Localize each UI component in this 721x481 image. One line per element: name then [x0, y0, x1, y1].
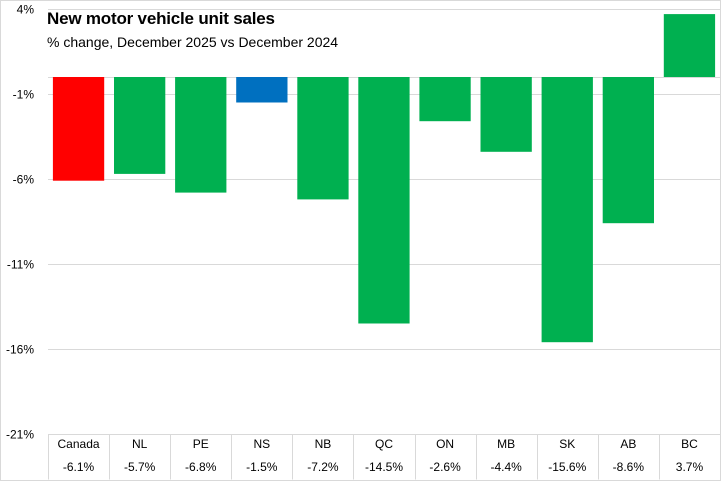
- chart-title: New motor vehicle unit sales: [47, 9, 275, 28]
- x-category-label: BC: [681, 437, 698, 451]
- chart-subtitle: % change, December 2025 vs December 2024: [47, 34, 339, 50]
- data-label: -8.6%: [613, 460, 645, 474]
- bar-nb: [297, 77, 349, 200]
- y-tick-label: -16%: [6, 343, 34, 357]
- bar-pe: [175, 77, 227, 193]
- y-tick-label: -6%: [13, 173, 35, 187]
- bar-nl: [114, 77, 166, 174]
- y-tick-label: 4%: [17, 3, 35, 17]
- data-label: -4.4%: [491, 460, 523, 474]
- bar-on: [419, 77, 471, 122]
- data-label: -14.5%: [365, 460, 403, 474]
- x-category-label: SK: [559, 437, 575, 451]
- data-label: -15.6%: [548, 460, 586, 474]
- data-label: -5.7%: [124, 460, 156, 474]
- bar-ab: [602, 77, 654, 224]
- x-category-label: MB: [497, 437, 515, 451]
- x-category-label: NL: [132, 437, 148, 451]
- bar-mb: [480, 77, 532, 152]
- data-label: -6.1%: [63, 460, 95, 474]
- bar-qc: [358, 77, 410, 324]
- data-label: -2.6%: [429, 460, 461, 474]
- x-category-label: QC: [375, 437, 393, 451]
- x-category-label: ON: [436, 437, 454, 451]
- x-category-label: NS: [253, 437, 270, 451]
- bar-sk: [541, 77, 593, 343]
- y-tick-label: -21%: [6, 428, 34, 442]
- x-category-label: NB: [315, 437, 332, 451]
- x-category-label: PE: [193, 437, 209, 451]
- bar-canada: [52, 77, 105, 181]
- data-label: 3.7%: [676, 460, 704, 474]
- y-tick-label: -1%: [13, 88, 35, 102]
- y-tick-label: -11%: [7, 258, 34, 272]
- bar-bc: [663, 14, 716, 78]
- data-label: -6.8%: [185, 460, 217, 474]
- bar-ns: [236, 77, 288, 103]
- data-label: -7.2%: [307, 460, 339, 474]
- x-category-label: AB: [620, 437, 636, 451]
- data-label: -1.5%: [246, 460, 278, 474]
- x-category-label: Canada: [58, 437, 100, 451]
